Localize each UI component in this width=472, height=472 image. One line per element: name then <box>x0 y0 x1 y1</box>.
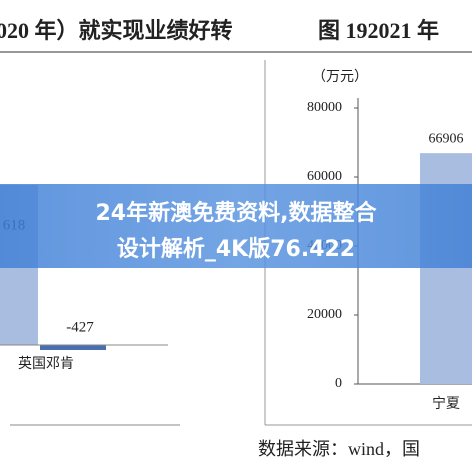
left-title: 020 年）就实现业绩好转 <box>0 18 233 43</box>
y-axis-label: （万元） <box>312 69 368 85</box>
bar-label: -427 <box>66 319 94 335</box>
source: 数据来源：wind，国 <box>258 439 420 459</box>
y-tick-label: 0 <box>335 376 342 391</box>
bar-label: 66906 <box>429 131 464 146</box>
x-tick-label: 宁夏 <box>432 395 460 412</box>
y-tick-label: 60000 <box>307 169 342 184</box>
category-label: 英国邓肯 <box>18 355 74 372</box>
banner-line: 24年新澳免费资料,数据整合 <box>96 200 378 226</box>
negative-bar <box>40 345 106 350</box>
y-tick-label: 20000 <box>307 307 342 322</box>
y-tick-label: 80000 <box>307 100 342 115</box>
banner <box>0 184 472 268</box>
banner-line: 设计解析_4K版76.422 <box>117 236 355 262</box>
right-title: 图 192021 年 <box>318 18 439 43</box>
